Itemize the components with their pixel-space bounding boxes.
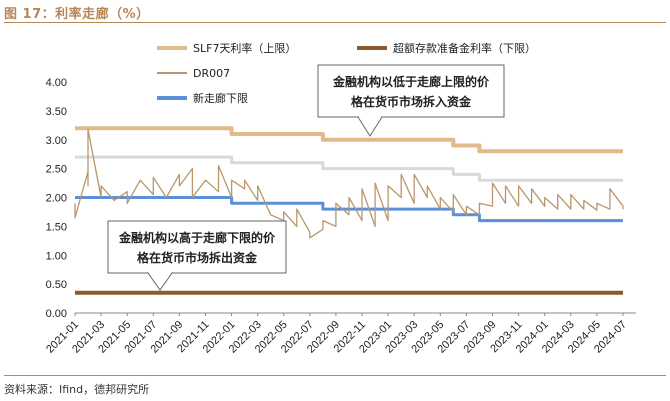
- callout-lower-text: 金融机构以高于走廊下限的价: [118, 230, 276, 245]
- y-tick-label: 1.50: [46, 221, 67, 233]
- y-tick-label: 1.00: [46, 250, 67, 262]
- series-layer: [74, 126, 624, 295]
- y-tick-label: 3.00: [46, 135, 67, 147]
- series-line-4: [75, 155, 623, 182]
- legend-label: 新走廊下限: [193, 91, 248, 105]
- legend-label: 超额存款准备金利率（下限）: [393, 41, 536, 55]
- y-tick-label: 4.00: [46, 77, 67, 89]
- series-line-2: [74, 128, 624, 239]
- series-line-0: [75, 126, 623, 154]
- callout-lower-pointer: [147, 272, 173, 291]
- legend-label: DR007: [193, 67, 230, 80]
- y-tick-label: 3.50: [46, 106, 67, 118]
- callout-upper-text: 格在货币市场拆入资金: [351, 94, 472, 109]
- y-tick-label: 2.50: [46, 164, 67, 176]
- callout-upper-text: 金融机构以低于走廊上限的价: [332, 74, 490, 89]
- axes: 0.000.501.001.502.002.503.003.504.002021…: [44, 77, 636, 356]
- callout-lower-text: 格在货币市场拆出资金: [137, 250, 258, 265]
- callout-upper-box: [317, 64, 505, 118]
- source-note: 资料来源：Ifind，德邦研究所: [4, 383, 150, 396]
- callout-lower-box: [107, 220, 287, 274]
- callouts: 金融机构以低于走廊上限的价格在货币市场拆入资金金融机构以高于走廊下限的价格在货币…: [107, 64, 505, 291]
- title-divider: [4, 22, 666, 23]
- y-tick-label: 0.00: [46, 308, 67, 320]
- figure-title: 图 17：利率走廊（%）: [4, 7, 150, 22]
- legend-label: SLF7天利率（上限）: [193, 41, 296, 55]
- source-divider: [4, 375, 666, 376]
- y-tick-label: 0.50: [46, 279, 67, 291]
- callout-upper-pointer: [357, 116, 383, 137]
- legend: SLF7天利率（上限） 超额存款准备金利率（下限） DR007 新走廊下限: [157, 41, 536, 105]
- y-tick-label: 2.00: [46, 193, 67, 205]
